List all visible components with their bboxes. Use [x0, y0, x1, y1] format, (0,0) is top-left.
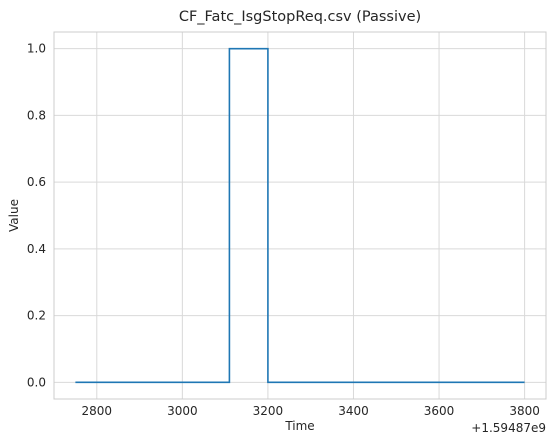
x-offset-label: +1.59487e9	[471, 421, 546, 435]
y-tick-label: 0.8	[27, 108, 46, 122]
y-tick-label: 0.4	[27, 242, 46, 256]
x-axis-label: Time	[284, 419, 314, 433]
chart-title: CF_Fatc_IsgStopReq.csv (Passive)	[179, 9, 421, 25]
y-tick-label: 0.2	[27, 309, 46, 323]
series-line	[75, 47, 525, 384]
tick-labels: 2800 3000 3200 3400 3600 3800 0.0 0.2 0.4 0.6 0.8 1…	[27, 42, 540, 418]
series-layer	[75, 47, 525, 384]
plot-border	[53, 31, 547, 400]
x-tick-label: 3400	[338, 404, 369, 418]
x-tick-label: 3000	[167, 404, 198, 418]
x-tick-label: 2800	[82, 404, 113, 418]
x-tick-label: 3200	[253, 404, 284, 418]
y-axis-label: Value	[7, 199, 21, 232]
x-tick-label: 3600	[424, 404, 455, 418]
x-tick-label: 3800	[509, 404, 540, 418]
y-tick-label: 1.0	[27, 42, 46, 56]
y-tick-label: 0.6	[27, 175, 46, 189]
plot-area	[54, 32, 546, 399]
y-tick-label: 0.0	[27, 375, 46, 389]
